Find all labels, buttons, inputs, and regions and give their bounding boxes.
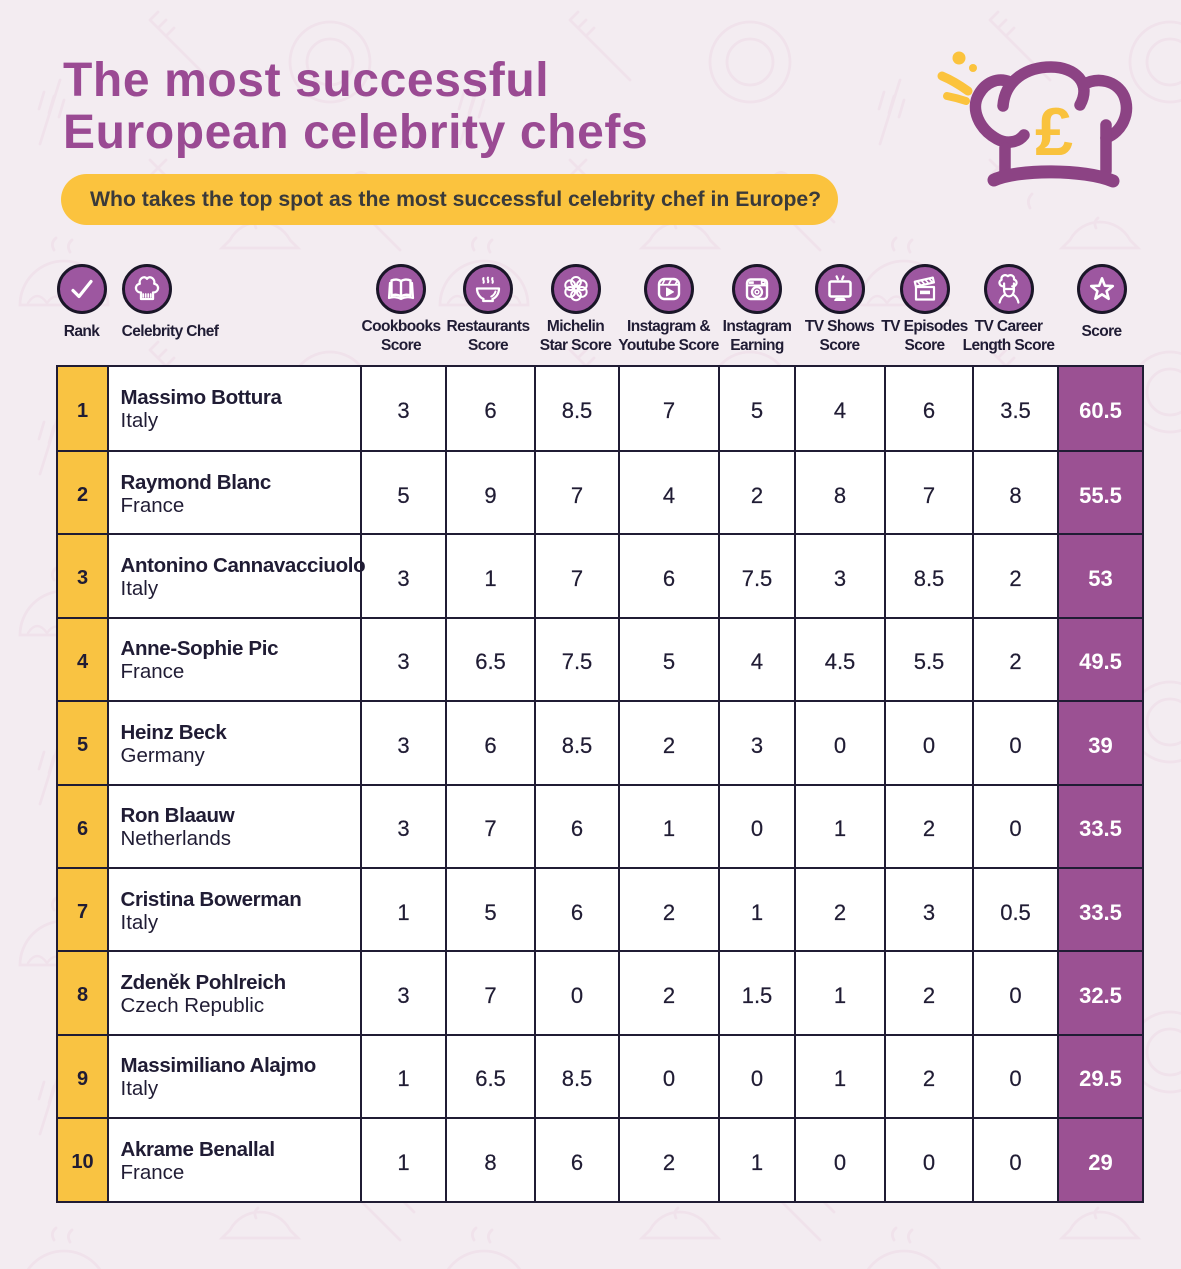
svg-text:£: £ xyxy=(1035,94,1073,170)
